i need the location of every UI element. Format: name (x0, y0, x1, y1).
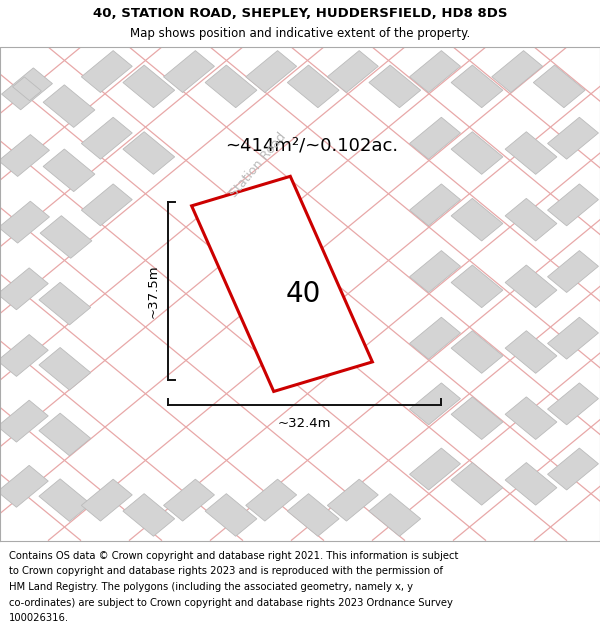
Polygon shape (548, 118, 598, 159)
Polygon shape (82, 184, 132, 226)
Polygon shape (246, 479, 296, 521)
Text: Contains OS data © Crown copyright and database right 2021. This information is : Contains OS data © Crown copyright and d… (9, 551, 458, 561)
Polygon shape (369, 494, 421, 536)
Text: to Crown copyright and database rights 2023 and is reproduced with the permissio: to Crown copyright and database rights 2… (9, 566, 443, 576)
Polygon shape (43, 85, 95, 127)
Polygon shape (505, 198, 557, 241)
Polygon shape (451, 265, 503, 308)
Polygon shape (287, 65, 339, 108)
Text: ~32.4m: ~32.4m (278, 417, 331, 430)
Polygon shape (123, 132, 175, 174)
Text: Station Road: Station Road (227, 131, 289, 200)
Polygon shape (39, 282, 91, 325)
Polygon shape (123, 494, 175, 536)
Polygon shape (287, 494, 339, 536)
Polygon shape (123, 65, 175, 108)
Polygon shape (451, 198, 503, 241)
Polygon shape (205, 494, 257, 536)
Text: ~37.5m: ~37.5m (146, 264, 160, 318)
Text: Map shows position and indicative extent of the property.: Map shows position and indicative extent… (130, 28, 470, 40)
Polygon shape (505, 132, 557, 174)
Polygon shape (533, 65, 585, 108)
Text: co-ordinates) are subject to Crown copyright and database rights 2023 Ordnance S: co-ordinates) are subject to Crown copyr… (9, 598, 453, 608)
Polygon shape (0, 466, 48, 508)
Text: HM Land Registry. The polygons (including the associated geometry, namely x, y: HM Land Registry. The polygons (includin… (9, 582, 413, 592)
Polygon shape (410, 251, 460, 292)
Polygon shape (505, 265, 557, 308)
Text: 40: 40 (286, 280, 320, 308)
Polygon shape (40, 216, 92, 258)
Polygon shape (0, 134, 49, 176)
Polygon shape (548, 448, 598, 490)
Polygon shape (410, 383, 460, 425)
Polygon shape (451, 331, 503, 373)
Polygon shape (0, 334, 48, 376)
Polygon shape (82, 51, 132, 92)
Polygon shape (410, 448, 460, 490)
Polygon shape (451, 132, 503, 174)
Polygon shape (164, 51, 214, 92)
Polygon shape (451, 65, 503, 108)
Polygon shape (410, 184, 460, 226)
Polygon shape (410, 118, 460, 159)
Polygon shape (505, 331, 557, 373)
Text: 100026316.: 100026316. (9, 613, 69, 623)
Polygon shape (39, 413, 91, 456)
Polygon shape (39, 479, 91, 521)
Polygon shape (548, 251, 598, 292)
Polygon shape (451, 397, 503, 439)
Polygon shape (82, 118, 132, 159)
Polygon shape (505, 462, 557, 505)
Polygon shape (451, 462, 503, 505)
Polygon shape (13, 77, 41, 101)
Polygon shape (328, 479, 378, 521)
Polygon shape (369, 65, 421, 108)
Polygon shape (410, 318, 460, 359)
Polygon shape (492, 51, 542, 92)
Polygon shape (410, 51, 460, 92)
Polygon shape (164, 479, 214, 521)
Polygon shape (191, 176, 373, 391)
Polygon shape (205, 65, 257, 108)
Polygon shape (548, 383, 598, 425)
Polygon shape (505, 397, 557, 439)
Polygon shape (548, 184, 598, 226)
Text: 40, STATION ROAD, SHEPLEY, HUDDERSFIELD, HD8 8DS: 40, STATION ROAD, SHEPLEY, HUDDERSFIELD,… (93, 7, 507, 19)
Text: ~414m²/~0.102ac.: ~414m²/~0.102ac. (226, 137, 398, 154)
Polygon shape (0, 201, 49, 243)
Polygon shape (39, 348, 91, 390)
Polygon shape (548, 318, 598, 359)
Polygon shape (2, 68, 52, 110)
Polygon shape (82, 479, 132, 521)
Polygon shape (0, 268, 48, 310)
Polygon shape (328, 51, 378, 92)
Polygon shape (246, 51, 296, 92)
Polygon shape (0, 400, 48, 442)
Polygon shape (43, 149, 95, 192)
